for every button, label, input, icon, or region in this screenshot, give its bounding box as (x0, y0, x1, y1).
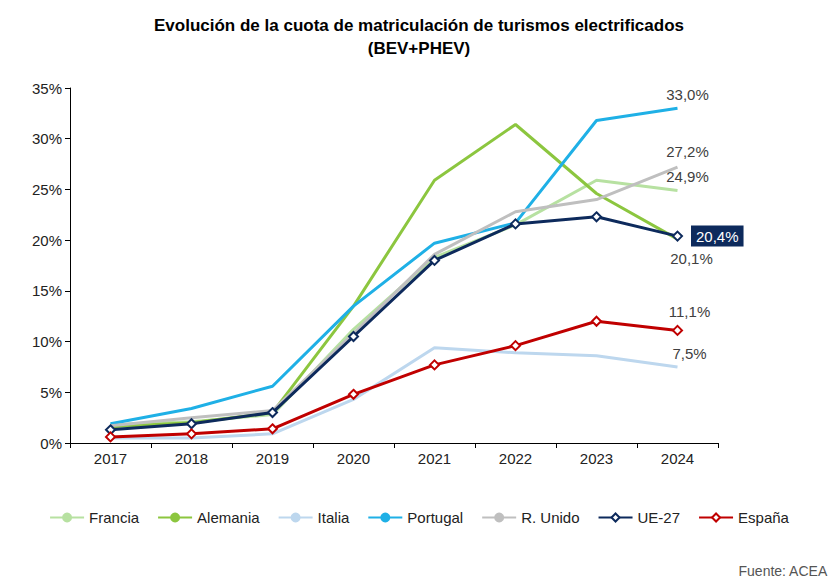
svg-text:Fuente: ACEA: Fuente: ACEA (739, 563, 828, 579)
svg-text:Alemania: Alemania (197, 509, 260, 526)
svg-text:11,1%: 11,1% (669, 303, 710, 320)
svg-text:35%: 35% (32, 80, 62, 97)
svg-text:15%: 15% (32, 282, 62, 299)
svg-text:20%: 20% (32, 232, 62, 249)
svg-text:R. Unido: R. Unido (521, 509, 579, 526)
svg-text:2017: 2017 (94, 450, 127, 467)
svg-text:25%: 25% (32, 181, 62, 198)
svg-text:30%: 30% (32, 130, 62, 147)
svg-text:(BEV+PHEV): (BEV+PHEV) (368, 39, 471, 58)
svg-text:2022: 2022 (499, 450, 532, 467)
svg-text:27,2%: 27,2% (666, 143, 709, 160)
svg-text:2019: 2019 (256, 450, 289, 467)
svg-text:33,0%: 33,0% (666, 86, 709, 103)
svg-text:2018: 2018 (175, 450, 208, 467)
svg-text:2023: 2023 (580, 450, 613, 467)
svg-text:24,9%: 24,9% (666, 168, 709, 185)
svg-text:2024: 2024 (661, 450, 694, 467)
svg-text:2020: 2020 (337, 450, 370, 467)
svg-text:7,5%: 7,5% (672, 345, 706, 362)
svg-text:Portugal: Portugal (407, 509, 463, 526)
svg-text:Evolución de la cuota de matri: Evolución de la cuota de matriculación d… (154, 16, 684, 35)
svg-text:Francia: Francia (89, 509, 140, 526)
svg-text:2021: 2021 (418, 450, 451, 467)
svg-text:UE-27: UE-27 (638, 509, 681, 526)
svg-text:10%: 10% (32, 333, 62, 350)
svg-text:España: España (738, 509, 790, 526)
svg-text:0%: 0% (40, 435, 62, 452)
svg-text:Italia: Italia (318, 509, 350, 526)
svg-text:5%: 5% (40, 384, 62, 401)
svg-text:20,4%: 20,4% (696, 228, 739, 245)
svg-text:20,1%: 20,1% (670, 250, 713, 267)
